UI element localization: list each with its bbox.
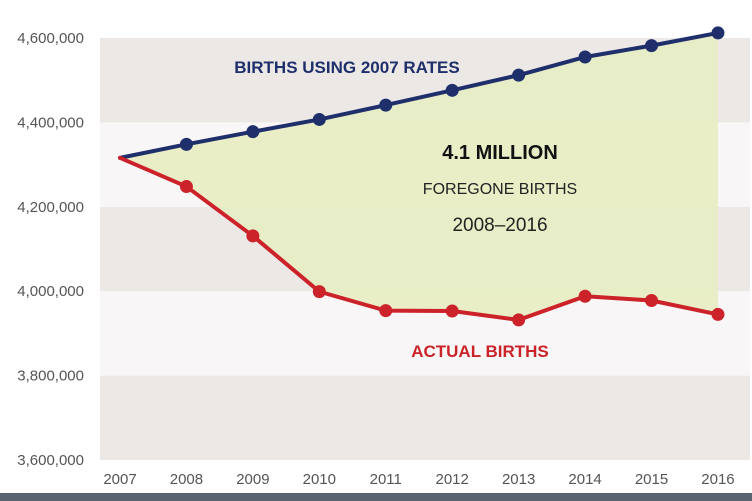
x-tick-label: 2008 xyxy=(170,471,203,488)
y-tick-label: 4,400,000 xyxy=(17,114,84,131)
series-label-actual-births: ACTUAL BIRTHS xyxy=(411,342,549,361)
background-band xyxy=(100,375,750,460)
x-tick-label: 2016 xyxy=(701,471,734,488)
x-tick-label: 2007 xyxy=(103,471,136,488)
series-lines xyxy=(118,30,720,322)
x-tick-label: 2012 xyxy=(436,471,469,488)
series-line-births-2007-rates xyxy=(118,30,720,160)
point-actual-births xyxy=(445,304,459,318)
point-actual-births xyxy=(312,285,326,299)
annotation-label: FOREGONE BIRTHS xyxy=(423,181,577,198)
point-births-2007-rates xyxy=(246,125,260,139)
series-label-births-2007-rates: BIRTHS USING 2007 RATES xyxy=(234,58,459,77)
y-tick-label: 4,600,000 xyxy=(17,30,84,47)
point-actual-births xyxy=(711,307,725,321)
point-births-2007-rates xyxy=(379,98,393,112)
y-tick-label: 3,800,000 xyxy=(17,368,84,385)
annotation-total: 4.1 MILLION xyxy=(442,142,558,164)
x-tick-label: 2011 xyxy=(370,471,402,488)
y-tick-label: 3,600,000 xyxy=(17,452,84,469)
series-line-actual-births xyxy=(118,155,720,322)
point-births-2007-rates xyxy=(512,68,526,82)
point-actual-births xyxy=(246,229,260,243)
point-actual-births xyxy=(512,313,526,327)
point-births-2007-rates xyxy=(711,26,725,40)
series-points xyxy=(179,26,725,327)
x-tick-label: 2010 xyxy=(303,471,336,488)
y-tick-label: 4,200,000 xyxy=(17,199,84,216)
x-tick-label: 2014 xyxy=(568,471,601,488)
x-tick-label: 2013 xyxy=(502,471,535,488)
x-tick-label: 2015 xyxy=(635,471,668,488)
point-births-2007-rates xyxy=(179,137,193,151)
point-births-2007-rates xyxy=(578,50,592,64)
y-tick-label: 4,000,000 xyxy=(17,283,84,300)
x-tick-label: 2009 xyxy=(236,471,269,488)
y-axis-tick-labels: 3,600,000 3,800,000 4,000,000 4,200,000 4,40… xyxy=(17,30,84,469)
point-actual-births xyxy=(645,293,659,307)
point-actual-births xyxy=(578,289,592,303)
bottom-bar xyxy=(0,493,752,501)
point-births-2007-rates xyxy=(645,39,659,53)
point-actual-births xyxy=(179,180,193,194)
point-births-2007-rates xyxy=(445,83,459,97)
point-births-2007-rates xyxy=(312,112,326,126)
annotation-range: 2008–2016 xyxy=(452,215,547,236)
point-actual-births xyxy=(379,304,393,318)
x-axis-tick-labels: 2007 2008 2009 2010 2011 2012 2013 2014 2015 2016 xyxy=(103,471,734,488)
